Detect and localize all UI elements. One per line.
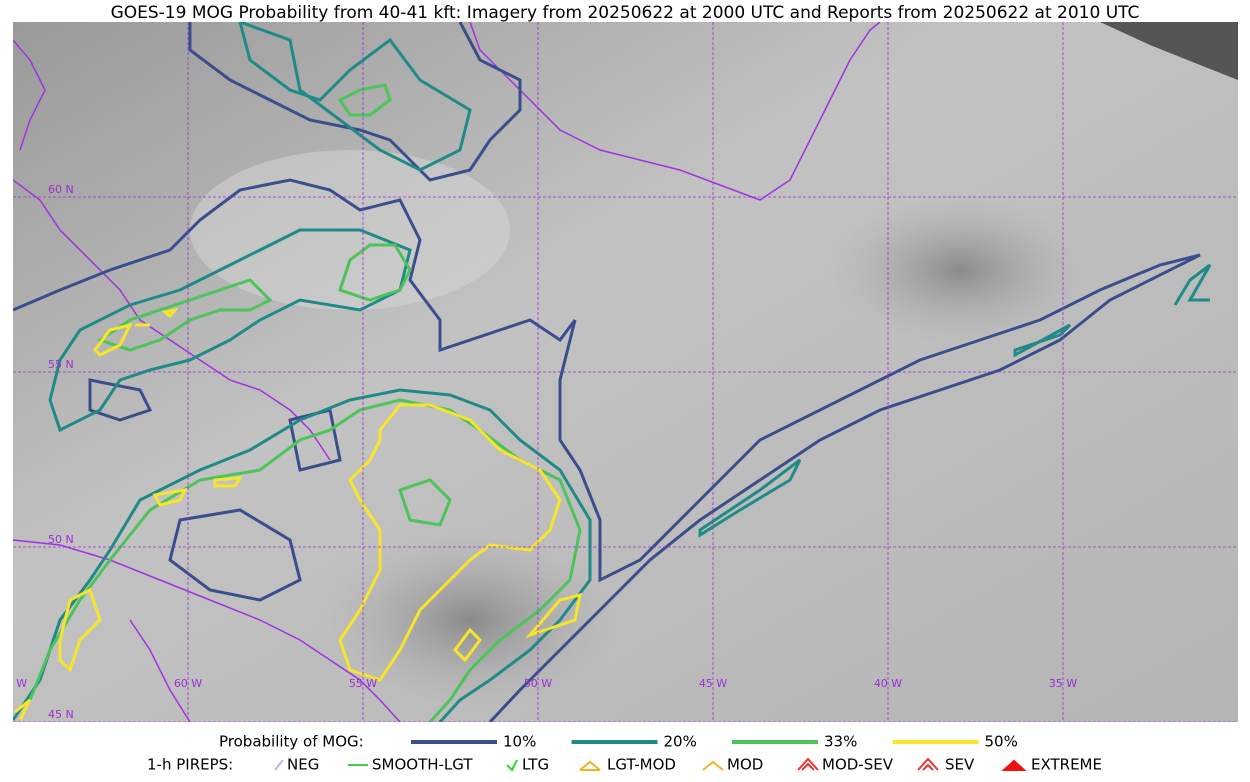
latitude-label: 60 N [48,183,74,196]
pirep-symbol [506,759,518,772]
legend-label: LTG [522,756,549,774]
contour-50 [93,307,243,507]
coastline [469,22,881,201]
legend-title: 1-h PIREPS: [147,756,233,774]
legend-label: SMOOTH-LGT [372,756,473,774]
longitude-label: 35 W [1049,677,1077,690]
contour-20 [698,263,1212,538]
title: GOES-19 MOG Probability from 40-41 kft: … [111,3,1140,23]
contour-10 [13,178,1201,722]
pirep-symbol [917,757,939,771]
contour-20 [238,22,472,172]
map: 60 N 55 N 50 N 45 N 65 W 60 W 55 W 50 W 45 W 40 W… [0,22,1238,722]
legend-label: SEV [945,756,975,774]
legend: Probability of MOG: 10% 20% 33% 50% 1-h PIREP… [147,733,1102,774]
legend-label: 20% [664,733,697,751]
dark-region [830,195,1090,345]
pirep-symbol [702,760,724,771]
longitude-label: 55 W [349,677,377,690]
legend-label: NEG [287,756,319,774]
contour-10 [188,22,522,182]
contour-33 [96,83,412,352]
legend-label: 33% [824,733,857,751]
legend-label: EXTREME [1031,756,1102,774]
longitude-label: 65 W [0,677,27,690]
longitude-label: 40 W [874,677,902,690]
pirep-symbol [274,759,284,771]
longitude-label: 50 W [524,677,552,690]
coastline [13,39,331,461]
contour-20 [48,228,412,433]
pirep-symbol [797,757,819,771]
contour-50 [338,403,562,682]
legend-label: MOD [727,756,763,774]
legend-label: 10% [503,733,536,751]
legend-title: Probability of MOG: [219,733,364,751]
latitude-label: 45 N [48,708,74,721]
longitude-label: 60 W [174,677,202,690]
legend-label: MOD-SEV [822,756,894,774]
coastline [13,539,401,722]
contour-50 [14,587,582,721]
longitude-label: 45 W [699,677,727,690]
legend-label: LGT-MOD [607,756,676,774]
pirep-symbol [579,760,601,771]
pirep-symbol [1001,759,1027,771]
latitude-label: 50 N [48,533,74,546]
contour-33 [398,478,452,527]
no-data [1100,22,1238,80]
contour-20 [13,388,592,722]
latitude-label: 55 N [48,358,74,371]
legend-label: 50% [985,733,1018,751]
graticule: 60 N 55 N 50 N 45 N 65 W 60 W 55 W 50 W 45 W 40 W… [0,22,1238,722]
